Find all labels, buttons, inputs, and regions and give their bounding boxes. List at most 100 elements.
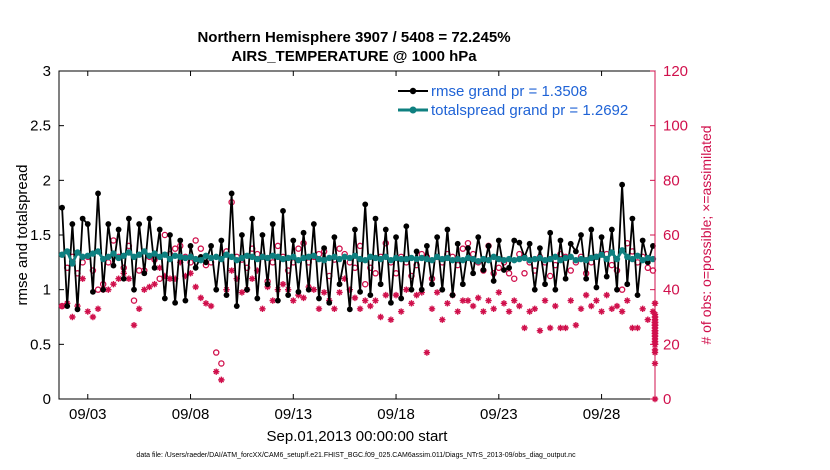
obs-possible-marker (197, 245, 205, 252)
series-point-0 (264, 281, 271, 288)
obs-assimilated-glyph (469, 302, 477, 310)
series-point-0 (177, 237, 184, 244)
series-point-0 (516, 239, 523, 246)
series-point-0 (444, 226, 451, 233)
obs-possible-marker (510, 275, 518, 282)
series-point-0 (572, 248, 579, 255)
series-point-1 (105, 253, 112, 261)
series-point-1 (259, 253, 266, 261)
obs-assimilated-marker (639, 305, 646, 312)
obs-assimilated-glyph (536, 327, 544, 334)
series-point-1 (320, 256, 328, 264)
series-point-1 (521, 254, 528, 262)
obs-assimilated-glyph (377, 313, 384, 321)
legend-marker-rmse (409, 87, 417, 95)
series-point-1 (171, 252, 179, 259)
obs-assimilated-marker (516, 302, 523, 310)
series-point-0 (274, 297, 281, 304)
obs-assimilated-glyph (649, 308, 657, 315)
series-point-1 (58, 251, 66, 258)
series-point-1 (243, 252, 251, 259)
series-point-1 (629, 255, 636, 263)
obs-assimilated-glyph (182, 272, 189, 280)
obs-assimilated-marker (634, 324, 641, 332)
series-point-1 (593, 253, 600, 261)
obs-assimilated-glyph (197, 294, 205, 302)
obs-assimilated-marker (649, 308, 657, 315)
series-point-0 (583, 275, 590, 282)
obs-possible-marker (336, 245, 343, 252)
series-point-0 (470, 270, 477, 277)
series-point-1 (125, 249, 133, 256)
obs-assimilated-glyph (464, 297, 472, 304)
y2-tick-label: 20 (663, 336, 680, 353)
series-point-0 (501, 267, 507, 273)
obs-assimilated-glyph (603, 291, 610, 299)
obs-possible-marker (361, 280, 369, 288)
series-point-0 (125, 215, 132, 222)
series-point-0 (316, 295, 322, 302)
obs-assimilated-marker (459, 297, 467, 304)
obs-assimilated-glyph (187, 270, 194, 277)
obs-assimilated-glyph (577, 305, 585, 312)
obs-assimilated-marker (608, 305, 616, 312)
obs-possible-marker (89, 267, 97, 274)
series-point-1 (161, 251, 169, 258)
series-point-1 (64, 248, 71, 255)
series-point-1 (197, 256, 205, 264)
obs-assimilated-marker (557, 324, 564, 332)
obs-assimilated-glyph (382, 291, 389, 299)
obs-assimilated-glyph (341, 275, 348, 282)
series-point-1 (254, 255, 261, 263)
series-point-1 (130, 253, 138, 261)
series-point-1 (598, 251, 605, 258)
y2-tick-label: 0 (663, 391, 671, 408)
obs-assimilated-marker (331, 305, 338, 312)
obs-assimilated-glyph (367, 302, 374, 310)
series-point-1 (413, 255, 420, 263)
series-point-0 (629, 215, 636, 222)
tick-marks (59, 70, 656, 400)
series-point-0 (115, 226, 122, 233)
series-point-1 (475, 258, 482, 265)
obs-assimilated-glyph (397, 308, 405, 315)
series-point-0 (639, 237, 646, 244)
obs-assimilated-marker (372, 297, 379, 304)
series-point-0 (321, 245, 328, 252)
obs-assimilated-marker (572, 322, 580, 329)
series-point-1 (346, 254, 354, 262)
series-point-0 (69, 221, 76, 227)
series-point-1 (187, 253, 194, 261)
obs-assimilated-marker (320, 289, 328, 296)
obs-possible-marker (171, 245, 179, 252)
series-point-0 (459, 281, 466, 288)
obs-assimilated-marker (644, 316, 652, 323)
series-point-1 (387, 256, 395, 264)
series-point-1 (238, 254, 246, 262)
obs-assimilated-glyph (500, 300, 508, 307)
obs-assimilated-glyph (161, 272, 169, 280)
series-point-1 (444, 254, 451, 262)
series-point-1 (351, 252, 359, 259)
obs-possible-marker (218, 360, 225, 367)
obs-assimilated-glyph (141, 286, 148, 293)
obs-assimilated-glyph (228, 267, 235, 274)
series-point-0 (588, 226, 595, 233)
obs-assimilated-glyph (171, 275, 179, 282)
obs-assimilated-marker (624, 297, 631, 304)
obs-assimilated-marker (546, 324, 554, 332)
obs-assimilated-glyph (588, 302, 595, 310)
obs-assimilated-marker (490, 305, 497, 312)
series-point-0 (480, 267, 487, 273)
obs-assimilated-marker (135, 305, 143, 312)
obs-assimilated-marker (125, 275, 133, 282)
legend-label-spread: totalspread grand pr = 1.2692 (431, 102, 628, 119)
series-point-1 (403, 255, 410, 263)
obs-assimilated-marker (171, 275, 179, 282)
series-point-1 (84, 252, 91, 259)
chart-title-line1: Northern Hemisphere 3907 / 5408 = 72.245… (197, 29, 510, 46)
obs-assimilated-marker (130, 322, 138, 329)
series-point-1 (336, 255, 343, 263)
obs-possible-marker (521, 270, 528, 277)
obs-assimilated-marker (300, 294, 307, 302)
